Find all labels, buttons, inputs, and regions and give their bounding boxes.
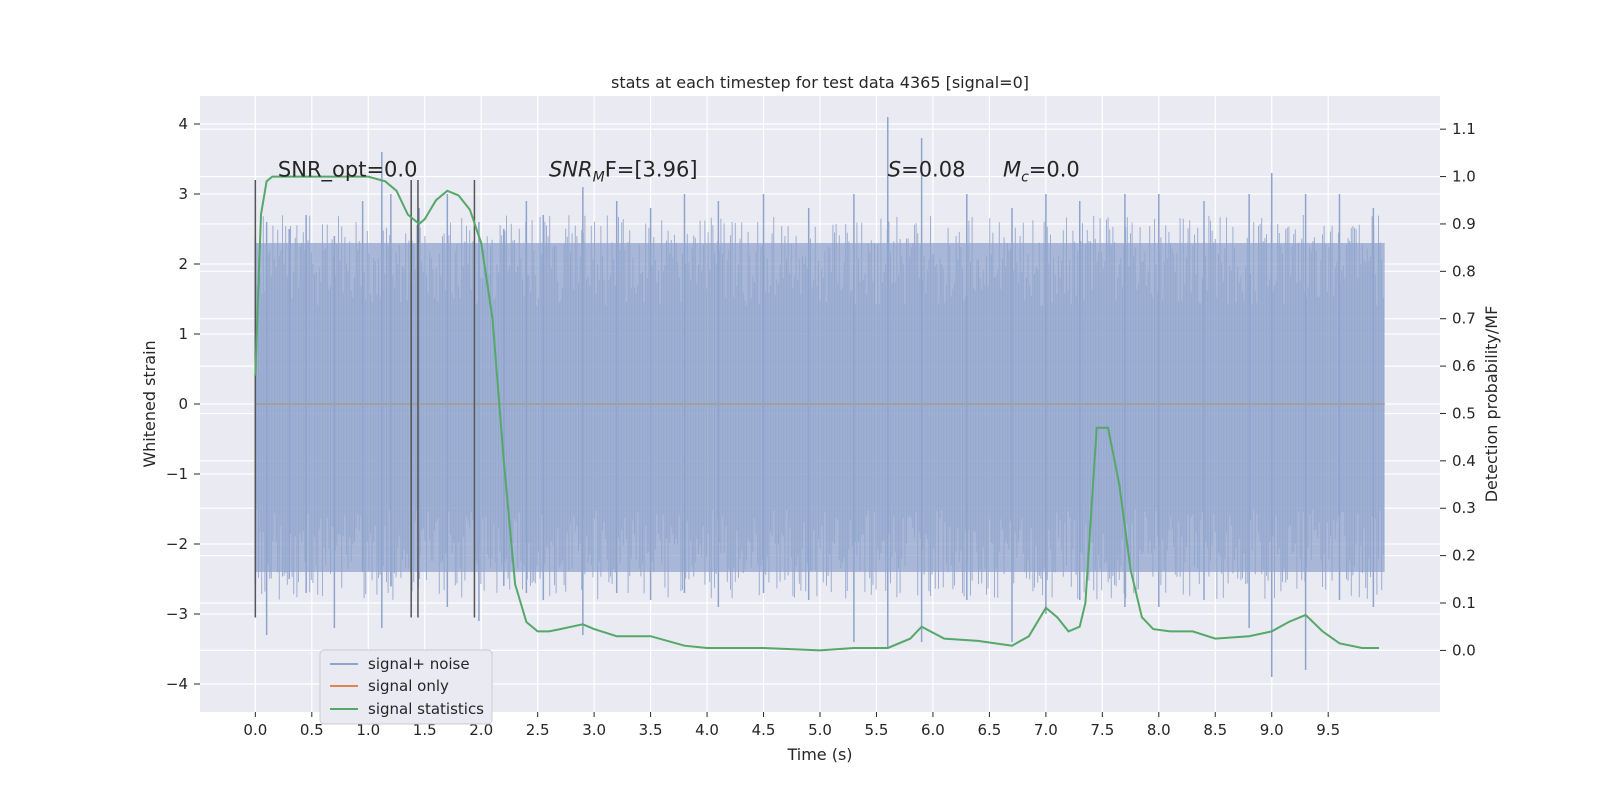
y2-tick-label: 1.0 xyxy=(1452,168,1476,186)
x-tick-label: 1.0 xyxy=(356,721,380,739)
y2-tick-label: 0.7 xyxy=(1452,310,1476,328)
annotations: SNR_opt=0.0 SNRMF=[3.96] S=0.08 Mc=0.0 xyxy=(278,158,1080,186)
x-tick-label: 6.5 xyxy=(977,721,1001,739)
y2-tick-label: 0.8 xyxy=(1452,262,1476,280)
y-tick-label: −1 xyxy=(166,465,188,483)
y2-tick-label: 1.1 xyxy=(1452,120,1476,138)
x-tick-label: 4.0 xyxy=(695,721,719,739)
x-tick-label: 2.0 xyxy=(469,721,493,739)
y2-tick-label: 0.4 xyxy=(1452,452,1476,470)
vertical-markers xyxy=(254,180,476,618)
chart-title: stats at each timestep for test data 436… xyxy=(611,73,1029,92)
y-tick-label: 3 xyxy=(178,185,188,203)
y-tick-label: 1 xyxy=(178,325,188,343)
x-tick-label: 9.5 xyxy=(1316,721,1340,739)
x-tick-label: 1.5 xyxy=(413,721,437,739)
legend-label-signal-noise: signal+ noise xyxy=(368,655,470,673)
annotation-2: S=0.08 xyxy=(888,158,966,182)
y-tick-label: 0 xyxy=(178,395,188,413)
x-tick-label: 0.5 xyxy=(300,721,324,739)
y2-tick-label: 0.3 xyxy=(1452,499,1476,517)
y-tick-label: −2 xyxy=(166,535,188,553)
x-tick-label: 2.5 xyxy=(526,721,550,739)
y2-tick-label: 0.6 xyxy=(1452,357,1476,375)
y-axis-ticks: 4 3 2 1 0 −1 −2 −3 −4 xyxy=(166,115,200,693)
x-tick-label: 0.0 xyxy=(243,721,267,739)
y-tick-label: −4 xyxy=(166,675,188,693)
x-tick-label: 8.5 xyxy=(1203,721,1227,739)
annotation-1: SNRMF=[3.96] xyxy=(549,158,698,186)
x-axis-ticks: 0.0 0.5 1.0 1.5 2.0 2.5 3.0 3.5 4.0 4.5 5.0 5.5 6.0 6… xyxy=(243,712,1340,739)
y2-tick-label: 0.0 xyxy=(1452,641,1476,659)
y2-tick-label: 0.2 xyxy=(1452,547,1476,565)
y-tick-label: 4 xyxy=(178,115,188,133)
y-tick-label: −3 xyxy=(166,605,188,623)
series-signal-statistics xyxy=(254,175,1379,652)
series-signal-noise xyxy=(254,117,1385,677)
legend-label-signal-only: signal only xyxy=(368,677,449,695)
x-tick-label: 5.5 xyxy=(865,721,889,739)
signal-statistics-line xyxy=(254,175,1379,652)
x-tick-label: 8.0 xyxy=(1147,721,1171,739)
x-tick-label: 5.0 xyxy=(808,721,832,739)
x-axis-label: Time (s) xyxy=(786,745,852,764)
legend-label-signal-statistics: signal statistics xyxy=(368,700,484,718)
y-axis-label: Whitened strain xyxy=(140,340,159,467)
x-tick-label: 4.5 xyxy=(752,721,776,739)
y2-tick-label: 0.9 xyxy=(1452,215,1476,233)
y2-axis-label: Detection probability/MF xyxy=(1482,306,1501,503)
y2-tick-label: 0.5 xyxy=(1452,404,1476,422)
x-tick-label: 3.0 xyxy=(582,721,606,739)
x-tick-label: 9.0 xyxy=(1260,721,1284,739)
legend: signal+ noise signal only signal statist… xyxy=(319,649,493,725)
annotation-3: Mc=0.0 xyxy=(1003,158,1080,186)
x-tick-label: 7.0 xyxy=(1034,721,1058,739)
x-tick-label: 6.0 xyxy=(921,721,945,739)
x-tick-label: 7.5 xyxy=(1090,721,1114,739)
annotation-0: SNR_opt=0.0 xyxy=(278,158,418,183)
y-tick-label: 2 xyxy=(178,255,188,273)
legend-box xyxy=(319,649,493,725)
y2-axis-ticks: 1.1 1.0 0.9 0.8 0.7 0.6 0.5 0.4 0.3 0.2 0.1 0.0 xyxy=(1440,120,1476,659)
y2-tick-label: 0.1 xyxy=(1452,594,1476,612)
x-tick-label: 3.5 xyxy=(639,721,663,739)
